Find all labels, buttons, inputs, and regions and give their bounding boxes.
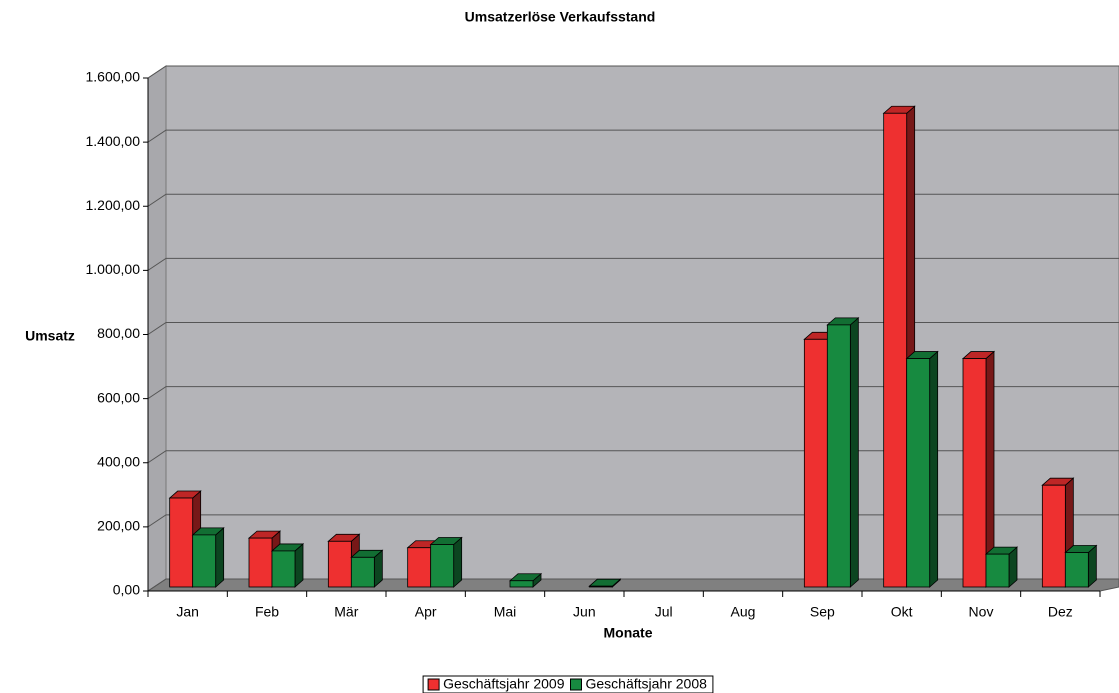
bar	[906, 358, 931, 588]
bar	[588, 585, 613, 588]
bar	[826, 324, 851, 588]
grid-line	[147, 450, 1119, 464]
y-tick-label: 1.400,00	[86, 133, 141, 149]
legend-label: Geschäftsjahr 2008	[586, 676, 708, 692]
y-tick-label: 1.000,00	[86, 261, 141, 277]
bar	[248, 537, 273, 588]
x-tick-label: Jun	[573, 604, 596, 620]
bar	[985, 553, 1010, 588]
bar	[327, 540, 352, 588]
x-tick-label: Sep	[810, 604, 835, 620]
bar-side	[849, 316, 859, 588]
y-tick-label: 200,00	[97, 518, 140, 534]
y-tick-label: 800,00	[97, 325, 140, 341]
grid-line	[147, 257, 1119, 271]
bar	[1041, 484, 1066, 588]
bar	[407, 547, 432, 588]
bar	[192, 534, 217, 588]
bar-side	[929, 350, 939, 588]
bar	[962, 358, 987, 588]
bar	[169, 497, 194, 588]
bar	[509, 580, 534, 588]
x-tick-label: Aug	[731, 604, 756, 620]
grid-line	[147, 386, 1119, 400]
x-tick-label: Mai	[494, 604, 517, 620]
y-tick-label: 400,00	[97, 453, 140, 469]
x-tick-label: Jul	[655, 604, 673, 620]
y-tick-label: 1.600,00	[86, 69, 141, 85]
grid-line	[147, 514, 1119, 528]
legend-label: Geschäftsjahr 2009	[443, 676, 565, 692]
bar	[803, 338, 828, 588]
x-tick-label: Apr	[415, 604, 437, 620]
grid-line	[147, 129, 1119, 143]
grid-line	[147, 578, 1119, 592]
x-tick-label: Jan	[176, 604, 199, 620]
bar-side	[215, 527, 225, 588]
legend-box	[422, 675, 714, 693]
bar	[430, 544, 455, 588]
legend-swatch	[427, 678, 440, 691]
x-tick-label: Dez	[1048, 604, 1073, 620]
y-tick-label: 1.200,00	[86, 197, 141, 213]
chart-title: Umsatzerlöse Verkaufsstand	[465, 9, 656, 25]
bar	[1064, 552, 1089, 588]
y-tick-label: 600,00	[97, 389, 140, 405]
legend: Geschäftsjahr 2009 Geschäftsjahr 2008	[422, 675, 714, 693]
x-axis-label: Monate	[604, 625, 653, 641]
grid-line	[147, 65, 1119, 79]
bar	[271, 550, 296, 588]
x-tick-label: Mär	[334, 604, 358, 620]
bar	[350, 556, 375, 588]
legend-swatch	[570, 678, 582, 691]
grid-line	[147, 322, 1119, 335]
bar-side	[453, 536, 463, 588]
x-tick-label: Nov	[969, 604, 994, 620]
x-tick-label: Okt	[891, 604, 913, 620]
grid-line	[147, 193, 1119, 207]
x-tick-label: Feb	[255, 604, 279, 620]
bar	[883, 112, 908, 588]
y-tick-label: 0,00	[113, 582, 140, 598]
y-axis-label: Umsatz	[25, 328, 75, 344]
